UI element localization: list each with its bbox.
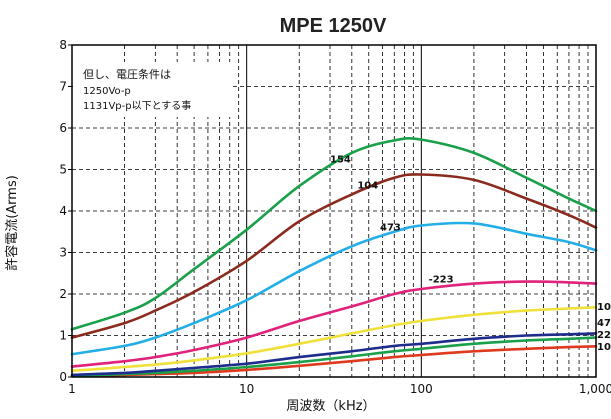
x-tick-label: 100 (410, 382, 433, 396)
series-line-473 (70, 221, 598, 356)
series-label-103: 103 (597, 302, 611, 313)
series-line-473-2 (70, 332, 598, 377)
annotation-line-2: 1250Vo-p (83, 86, 131, 97)
series-line-222 (70, 336, 598, 378)
series-line--223 (70, 280, 598, 368)
series-line-154 (70, 137, 598, 331)
x-tick-label: 10 (239, 382, 254, 396)
y-axis-label: 許容電流(Arms) (4, 175, 20, 271)
series-line-104 (70, 173, 598, 339)
annotation-line-1: 但し、電圧条件は (83, 67, 171, 81)
series-label-102: 102 (597, 342, 611, 353)
y-tick-label: 3 (59, 246, 67, 260)
y-tick-label: 0 (59, 370, 67, 384)
annotation-line-3: 1131Vp-p以下とする事 (83, 99, 191, 112)
y-tick-label: 6 (59, 121, 67, 135)
series-line-103 (70, 306, 598, 373)
series-label-154: 154 (330, 155, 351, 166)
series-label-473: 473 (380, 223, 401, 234)
series-group (70, 137, 598, 378)
x-tick-label: 1,000 (579, 382, 611, 396)
chart-title: MPE 1250V (280, 15, 387, 37)
y-tick-label: 8 (59, 38, 67, 52)
x-axis-label: 周波数（kHz） (286, 399, 375, 414)
y-tick-label: 5 (59, 163, 67, 177)
series-label--223: -223 (429, 274, 454, 285)
series-label-222: 222 (597, 330, 611, 341)
annotation-background (73, 62, 231, 117)
y-tick-label: 4 (59, 204, 67, 218)
y-tick-label: 1 (59, 329, 67, 343)
series-label-104: 104 (357, 180, 378, 191)
x-tick-label: 1 (68, 382, 76, 396)
y-tick-label: 7 (59, 80, 67, 94)
y-tick-label: 2 (59, 287, 67, 301)
series-label-473-2: 473 (597, 318, 611, 329)
annotation-box: 但し、電圧条件は 1250Vo-p 1131Vp-p以下とする事 (73, 62, 231, 117)
